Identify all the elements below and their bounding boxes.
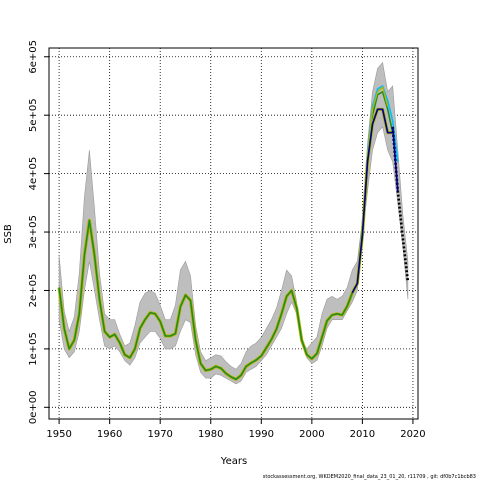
y-tick-label: 1e+05: [28, 332, 39, 366]
y-axis-title: SSB: [3, 224, 14, 244]
x-tick-label: 1990: [249, 429, 274, 440]
y-tick-label: 0e+00: [28, 390, 39, 424]
y-tick-label: 2e+05: [28, 274, 39, 308]
x-tick-label: 1970: [147, 429, 172, 440]
plot-frame: [48, 47, 419, 420]
x-tick-label: 2010: [350, 429, 375, 440]
y-axis-ticks: 0e+00 1e+05 2e+05 3e+05 4e+05 5e+05 6e+05: [28, 40, 49, 424]
x-tick-label: 1960: [97, 429, 122, 440]
x-tick-label: 2000: [299, 429, 324, 440]
y-tick-label: 3e+05: [28, 215, 39, 249]
ssb-line-terminal-solid: [391, 126, 399, 192]
series-lines: [57, 85, 410, 381]
x-tick-label: 1980: [198, 429, 223, 440]
footer-note: stockassessment.org, WKDEM2020_final_dat…: [263, 474, 476, 480]
y-tick-label: 5e+05: [28, 98, 39, 132]
y-tick-label: 4e+05: [28, 157, 39, 191]
ssb-line-main: [351, 108, 393, 294]
x-tick-label: 2020: [400, 429, 425, 440]
x-axis-ticks: 1950 1960 1970 1980 1990 2000 2010 2020: [46, 419, 426, 440]
confidence-band-area: [58, 61, 409, 385]
x-axis-title: Years: [220, 456, 247, 467]
confidence-band: [58, 61, 409, 385]
y-tick-label: 6e+05: [28, 40, 39, 74]
x-tick-label: 1950: [46, 429, 71, 440]
ssb-line-green: [58, 108, 393, 381]
